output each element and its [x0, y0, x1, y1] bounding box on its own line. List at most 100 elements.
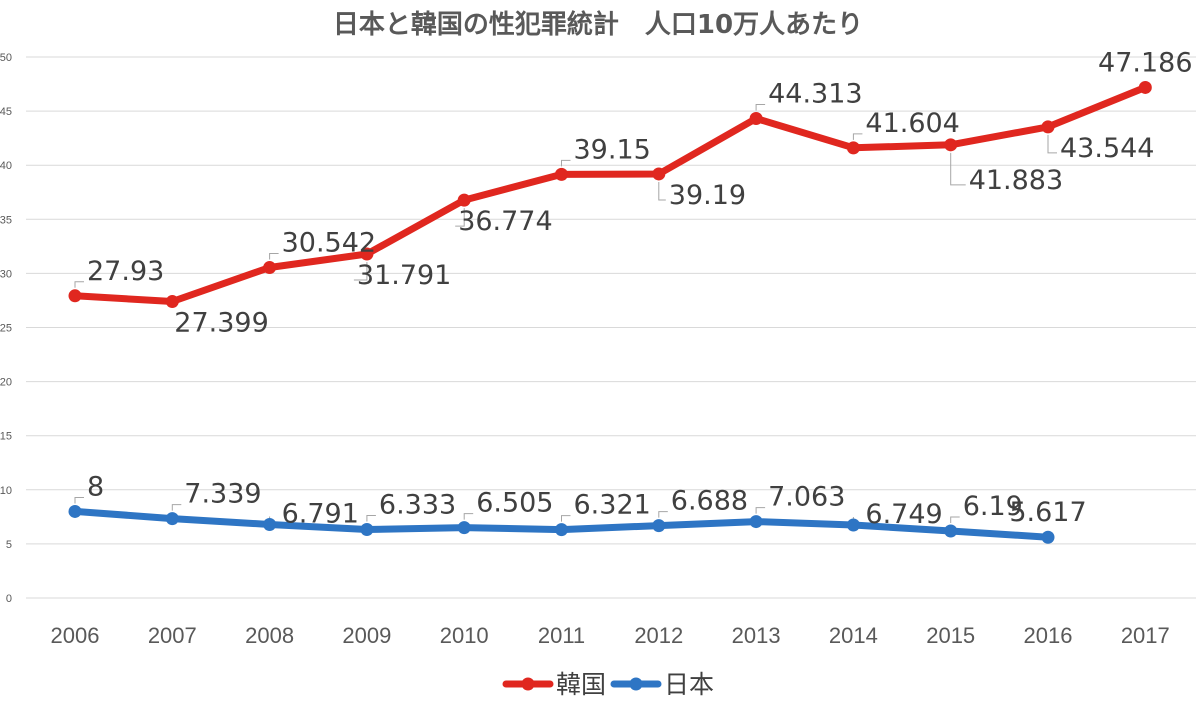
data-point	[165, 512, 179, 526]
label-leader	[366, 514, 376, 522]
data-label: 6.688	[671, 486, 748, 517]
y-tick-label: 25	[0, 323, 12, 335]
data-label: 47.186	[1098, 47, 1192, 78]
label-leader	[950, 152, 966, 186]
y-tick-label: 5	[6, 539, 12, 551]
legend: 韓国 日本	[502, 670, 714, 699]
data-label: 41.883	[969, 165, 1063, 196]
series-lines	[68, 80, 1152, 544]
x-tick-label: 2012	[634, 623, 683, 648]
data-point	[457, 193, 471, 207]
data-point	[749, 112, 763, 126]
data-point	[1041, 120, 1055, 134]
x-tick-label: 2017	[1121, 623, 1170, 648]
y-tick-label: 50	[0, 52, 12, 64]
y-tick-label: 15	[0, 431, 12, 443]
label-leader	[561, 159, 571, 167]
legend-swatch-marker	[521, 677, 535, 691]
data-point	[846, 518, 860, 532]
data-point	[652, 519, 666, 533]
data-label: 39.19	[669, 180, 746, 211]
x-axis-ticks: 2006 2007 2008 2009 2010 2011 2012 2013 2014 2015…	[51, 623, 1170, 648]
x-tick-label: 2009	[342, 623, 391, 648]
data-point	[944, 138, 958, 152]
label-leader	[171, 504, 182, 511]
y-tick-label: 0	[6, 593, 12, 605]
y-tick-label: 10	[0, 485, 12, 497]
label-leader	[353, 262, 368, 281]
data-label: 8	[87, 471, 104, 502]
y-axis-ticks: 0 5 10 15 20 25 30 35 40 45 50	[0, 52, 12, 605]
y-tick-label: 20	[0, 377, 12, 389]
label-leader	[950, 516, 960, 524]
data-point	[457, 521, 471, 535]
x-tick-label: 2011	[538, 623, 585, 648]
data-label: 6.505	[476, 488, 553, 519]
label-leader	[755, 507, 766, 514]
gridlines	[26, 56, 1196, 599]
data-point	[555, 523, 568, 537]
y-tick-label: 45	[0, 106, 12, 118]
label-leader	[269, 253, 279, 260]
label-leaders	[74, 104, 1057, 526]
x-tick-label: 2013	[732, 623, 781, 648]
series-line-0	[71, 83, 1149, 305]
data-label: 6.321	[574, 490, 651, 521]
label-leader	[658, 181, 666, 201]
label-leader	[755, 104, 766, 111]
data-point	[652, 167, 666, 181]
legend-entry: 日本	[664, 670, 714, 699]
data-point	[165, 295, 179, 309]
data-point	[555, 167, 568, 181]
data-point	[1138, 80, 1152, 94]
x-tick-label: 2008	[245, 623, 294, 648]
data-label: 6.749	[865, 499, 942, 530]
x-tick-label: 2015	[926, 623, 975, 648]
label-leader	[852, 133, 863, 140]
y-tick-label: 35	[0, 214, 12, 226]
data-point	[263, 518, 277, 532]
label-leader	[74, 496, 84, 504]
x-tick-label: 2014	[829, 623, 878, 648]
chart-title: 日本と韓国の性犯罪統計 人口10万人あたり	[333, 9, 863, 40]
data-point	[68, 504, 82, 518]
x-tick-label: 2016	[1024, 623, 1073, 648]
x-tick-label: 2007	[148, 623, 197, 648]
data-point	[263, 261, 277, 275]
data-label: 6.333	[379, 489, 456, 520]
data-label: 27.399	[174, 308, 268, 339]
data-label: 36.774	[458, 206, 552, 237]
data-point	[1041, 530, 1055, 544]
data-label: 6.791	[282, 499, 359, 530]
legend-entry: 韓国	[556, 670, 606, 699]
label-leader	[455, 208, 465, 227]
data-label: 44.313	[768, 79, 862, 110]
y-tick-label: 30	[0, 268, 12, 280]
label-leader	[658, 511, 668, 518]
data-label: 7.339	[184, 479, 261, 510]
data-label: 39.15	[574, 134, 651, 165]
data-point	[944, 524, 958, 538]
label-leader	[561, 515, 571, 522]
x-tick-label: 2010	[440, 623, 489, 648]
data-label: 41.604	[865, 108, 959, 139]
x-tick-label: 2006	[51, 623, 100, 648]
data-label: 5.617	[1009, 497, 1086, 528]
data-point	[846, 141, 860, 155]
data-label: 6.19	[963, 491, 1023, 522]
data-label: 43.544	[1060, 133, 1154, 164]
legend-swatch-marker	[629, 677, 643, 691]
data-label: 27.93	[87, 256, 164, 287]
data-label: 31.791	[357, 260, 451, 291]
data-point	[68, 289, 82, 303]
data-label: 30.542	[282, 228, 376, 259]
label-leader	[1047, 134, 1057, 154]
data-point	[360, 247, 374, 261]
data-label: 7.063	[768, 482, 845, 513]
data-point	[749, 515, 763, 529]
label-leader	[463, 513, 474, 520]
y-tick-label: 40	[0, 160, 12, 172]
data-point	[360, 522, 374, 536]
